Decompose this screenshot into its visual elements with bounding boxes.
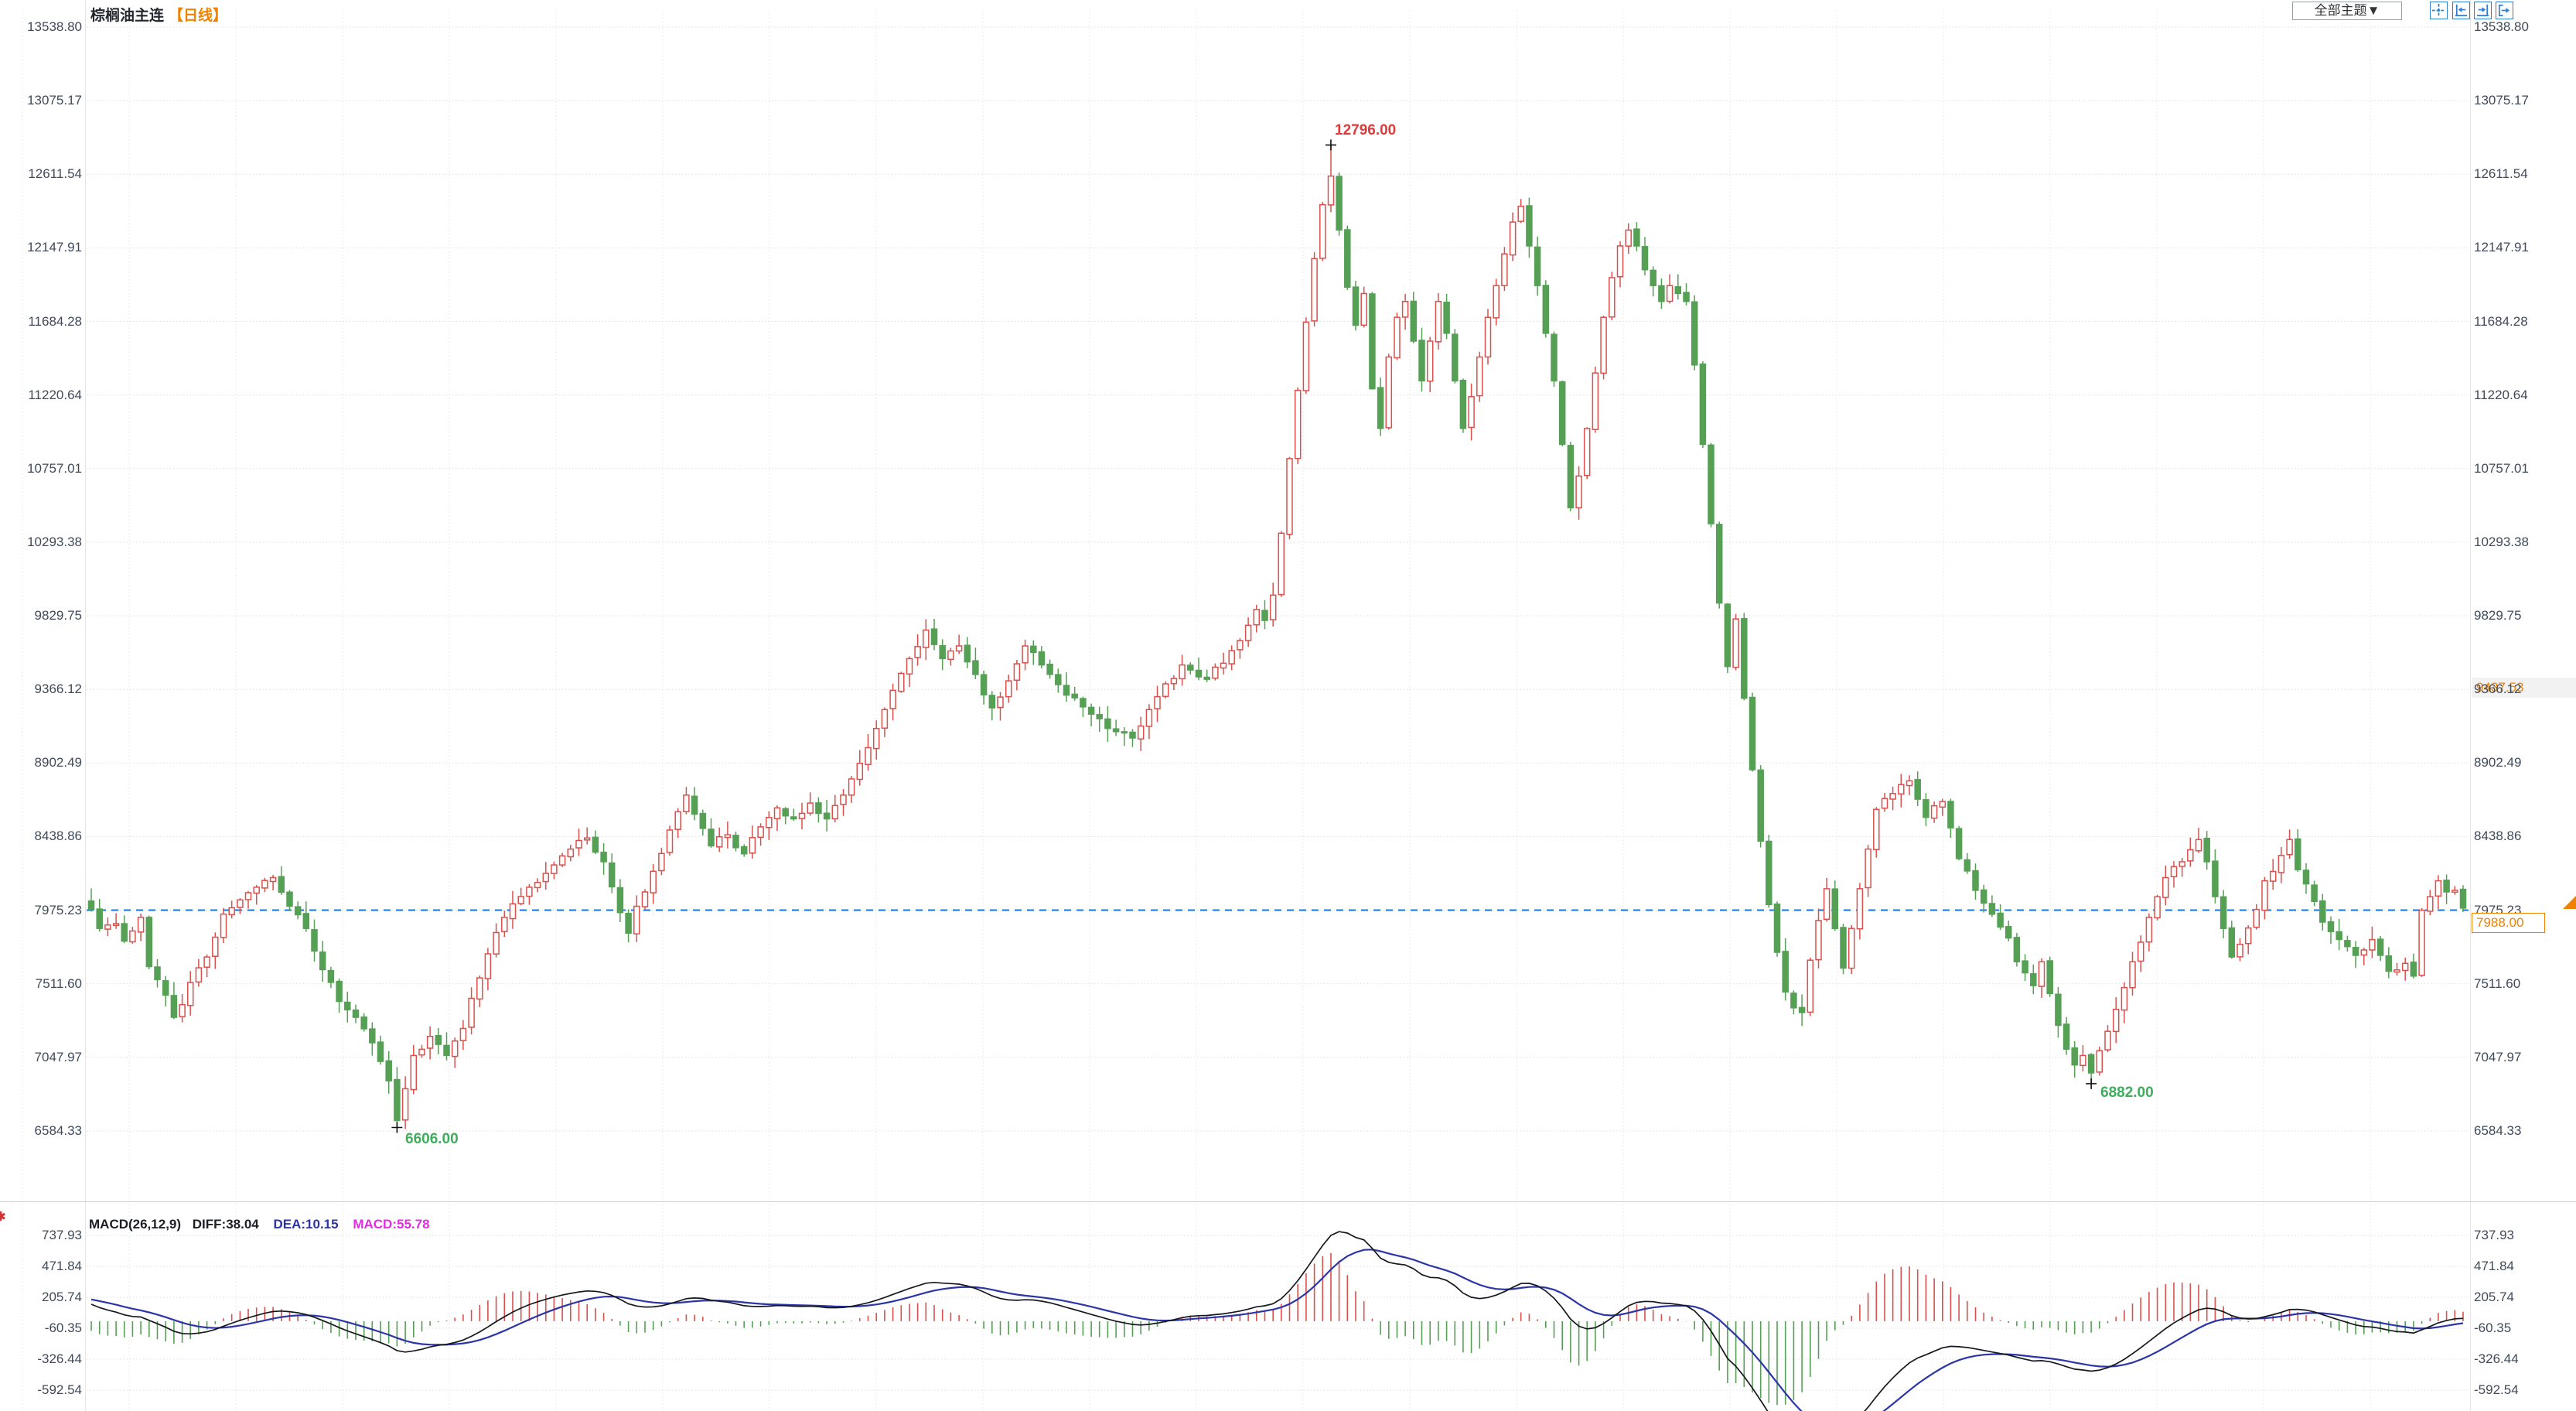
price-axis-label-left: 8438.86: [34, 828, 82, 844]
macd-axis-label-left: -592.54: [37, 1382, 82, 1397]
right-axis-marker-price: 9437.53: [2472, 678, 2576, 698]
expand-x-axis-button[interactable]: [2474, 2, 2492, 19]
price-axis-label-right: 6584.33: [2474, 1122, 2522, 1138]
macd-axis-label-right: 471.84: [2474, 1259, 2514, 1273]
price-axis-label-right: 8438.86: [2474, 828, 2522, 844]
theme-dropdown[interactable]: 全部主题▼: [2292, 2, 2402, 20]
price-axis-label-left: 7511.60: [35, 975, 82, 991]
price-axis-label-left: 9366.12: [34, 682, 82, 697]
macd-axis-label-right: 737.93: [2474, 1228, 2514, 1242]
price-axis-label-left: 12611.54: [28, 166, 82, 182]
price-axis-label-right: 10757.01: [2474, 460, 2529, 476]
macd-axis-label-left: 205.74: [42, 1290, 82, 1304]
price-axis-label-right: 7511.60: [2474, 975, 2521, 991]
price-axis-label-right: 9829.75: [2474, 608, 2522, 624]
grid-lines: [22, 11, 2469, 1411]
macd-params-label: MACD(26,12,9): [89, 1217, 182, 1232]
price-axis-label-right: 11220.64: [2474, 387, 2528, 402]
macd-axis-label-right: 205.74: [2474, 1290, 2514, 1304]
price-axis-label-right: 7047.97: [2474, 1049, 2522, 1064]
macd-dea-value: DEA:10.15: [273, 1217, 339, 1232]
price-axis-label-left: 9829.75: [34, 608, 82, 624]
macd-diff-value: DIFF:38.04: [192, 1217, 259, 1232]
macd-axis-label-right: -60.35: [2474, 1320, 2512, 1335]
price-axis-label-right: 13075.17: [2474, 93, 2529, 108]
compress-x-axis-button[interactable]: [2452, 2, 2470, 19]
macd-axis-label-right: -326.44: [2474, 1351, 2519, 1366]
price-axis-label-left: 12147.91: [27, 240, 82, 255]
price-axis-label-right: 12147.91: [2474, 240, 2529, 255]
price-axis-label-left: 10757.01: [27, 460, 82, 476]
price-axis-label-left: 13538.80: [27, 19, 82, 34]
price-axis-label-left: 11220.64: [28, 387, 82, 402]
macd-axis-label-left: 471.84: [42, 1259, 82, 1273]
price-axis-label-left: 8902.49: [34, 755, 82, 770]
peak-price-annotation: 12796.00: [1335, 122, 1397, 138]
macd-pane: [90, 1231, 2464, 1411]
indicator-settings-icon[interactable]: ✱: [0, 1211, 6, 1224]
trough-right-annotation: 6882.00: [2100, 1085, 2154, 1101]
trough-left-annotation: 6606.00: [405, 1131, 459, 1147]
price-axis-label-right: 11684.28: [2474, 313, 2528, 329]
symbol-name: 棕榈油主连: [90, 8, 165, 24]
price-axis-label-left: 13075.17: [27, 93, 82, 108]
macd-macd-value: MACD:55.78: [353, 1217, 430, 1232]
price-axis-label-right: 8902.49: [2474, 755, 2522, 770]
period-badge: 【日线】: [169, 8, 228, 24]
left-axis-divider: [85, 0, 86, 1411]
macd-header: MACD(26,12,9) DIFF:38.04 DEA:10.15 MACD:…: [89, 1217, 430, 1232]
price-axis-label-left: 7975.23: [34, 902, 82, 917]
price-axis-label-right: 12611.54: [2474, 166, 2528, 182]
chart-title: 棕榈油主连 【日线】: [90, 4, 227, 25]
macd-axis-label-right: -592.54: [2474, 1382, 2519, 1397]
pane-separator: [0, 1201, 2576, 1202]
macd-axis-label-left: -60.35: [44, 1320, 82, 1335]
last-price-tag: 7988.00: [2472, 913, 2545, 933]
price-axis-label-right: 10293.38: [2474, 534, 2529, 549]
right-axis-divider: [2470, 0, 2471, 1411]
price-axis-label-left: 10293.38: [27, 534, 82, 549]
last-price-arrow-icon: [2563, 896, 2576, 909]
pan-right-button[interactable]: [2496, 2, 2513, 19]
crosshair-icon: [2431, 3, 2446, 18]
price-axis-label-left: 6584.33: [34, 1122, 82, 1138]
price-axis-label-right: 9366.12: [2474, 682, 2522, 697]
price-axis-label-right: 13538.80: [2474, 19, 2529, 34]
macd-axis-label-left: -326.44: [37, 1351, 82, 1366]
compress-x-axis-icon: [2455, 4, 2468, 17]
expand-x-axis-icon: [2476, 4, 2489, 17]
macd-axis-label-left: 737.93: [42, 1228, 82, 1242]
pan-right-icon: [2498, 4, 2510, 17]
price-axis-label-left: 7047.97: [34, 1049, 82, 1064]
price-axis-label-left: 11684.28: [28, 313, 82, 329]
candlestick-series: [87, 139, 2469, 1133]
crosshair-tool-button[interactable]: [2430, 2, 2448, 19]
